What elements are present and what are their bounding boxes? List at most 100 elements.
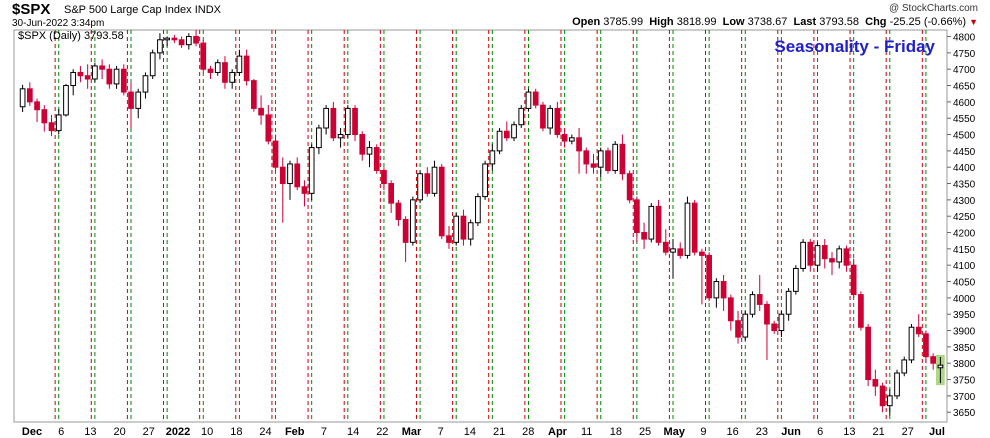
candle [92,65,98,80]
candle [923,333,929,358]
candle [886,395,893,407]
candle [858,294,864,328]
quote-line: Open 3785.99 High 3818.99 Low 3738.67 La… [572,16,978,28]
candle [684,202,691,256]
candle [525,91,532,109]
y-tick-label: 4150 [953,245,976,256]
candle [655,205,662,243]
candle [417,173,423,201]
ticker-exchange: INDX [194,4,221,16]
x-tick-label: 27 [143,426,155,438]
ticker-symbol: $SPX [12,1,51,18]
candle [865,326,871,381]
candle [48,122,55,132]
candle [55,114,62,132]
y-tick-label: 4750 [953,49,976,60]
candle [670,248,676,253]
candle [742,313,749,338]
x-tick-label: 14 [464,426,476,438]
candle [424,173,431,194]
x-tick-label: 28 [522,426,534,438]
open-label: Open [572,16,601,28]
last-value: 3793.58 [819,16,859,28]
candle [431,166,438,194]
candle [771,323,778,332]
candle [807,241,814,266]
x-tick-label: 7 [321,426,327,438]
candle [561,134,568,142]
candle [749,294,756,315]
candle [308,147,315,194]
candle [821,245,828,260]
x-tick-label: 10 [201,426,213,438]
candle [214,62,221,73]
candle [243,55,250,82]
low-value: 3738.67 [747,16,788,28]
candle [648,205,655,240]
candle [677,248,684,256]
x-tick-label: 24 [259,426,271,438]
candle [388,183,395,204]
y-tick-label: 4200 [953,229,976,240]
seasonality-annotation: Seasonality - Friday [774,37,935,56]
x-tick-label: 14 [347,426,359,438]
candle [735,320,741,338]
high-value: 3818.99 [676,16,717,28]
candle [800,241,806,269]
x-tick-label: 18 [610,426,622,438]
x-tick-label: Mar [402,426,422,438]
candle [894,372,900,397]
candle [193,36,199,44]
x-tick-label: 18 [230,426,242,438]
candle [727,297,734,322]
y-tick-label: 3850 [953,343,976,354]
candle [843,248,850,266]
candle [532,91,539,106]
x-tick-label: 22 [376,426,388,438]
candle [409,199,416,243]
chart-header: $SPX S&P 500 Large Cap Index INDX 30-Jun… [0,0,990,30]
candle [438,166,445,237]
candle [207,68,214,73]
candle [793,267,799,292]
candle [496,130,503,152]
chg-label: Chg [865,16,887,28]
y-tick-label: 4400 [953,163,976,174]
candle [547,107,554,129]
candle [626,173,633,201]
x-tick-label: Jun [781,426,801,438]
y-tick-label: 4500 [953,131,976,142]
candle [597,150,604,168]
candle [576,137,582,152]
y-tick-label: 4600 [953,98,976,109]
candle [879,385,886,407]
candle [568,137,575,142]
candle [294,163,301,188]
y-tick-label: 4300 [953,196,976,207]
y-tick-label: 4050 [953,278,976,289]
x-tick-label: Dec [22,426,42,438]
candle [850,264,857,296]
down-arrow-icon: ▼ [969,17,978,27]
candle [503,130,510,139]
chart-date: 30-Jun-2022 3:34pm [12,18,105,29]
candle [113,68,120,85]
candle [70,71,77,87]
x-tick-label: 16 [727,426,739,438]
candle [612,143,619,171]
candle [359,134,366,155]
candle [149,52,156,77]
y-tick-label: 4250 [953,212,976,223]
candle [84,75,91,80]
candle [337,134,344,139]
candle [756,294,763,305]
candle [691,202,698,253]
x-tick-label: Apr [548,426,568,438]
candle [583,150,590,165]
candle [323,107,329,129]
y-tick-label: 4650 [953,82,976,93]
candle [511,124,517,139]
last-label: Last [793,16,817,28]
x-tick-label: 20 [113,426,125,438]
